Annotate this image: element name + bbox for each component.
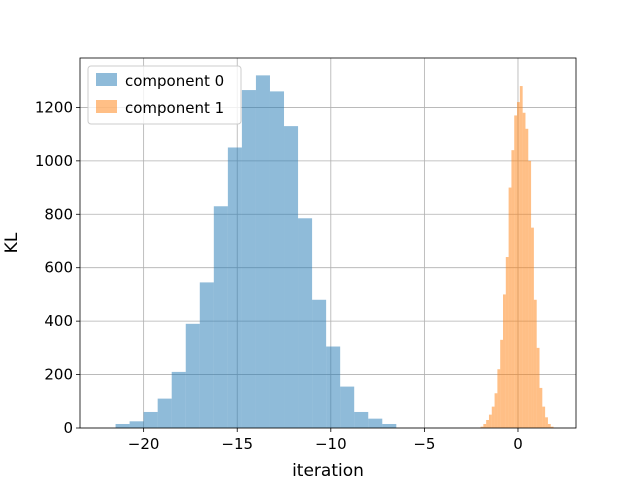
histogram-bar xyxy=(500,339,504,428)
histogram-bar xyxy=(497,369,501,428)
y-tick-label: 1000 xyxy=(35,152,73,170)
histogram-bar xyxy=(284,126,299,428)
histogram-bar xyxy=(519,86,523,429)
histogram-bars xyxy=(115,75,554,429)
x-tick-label: −5 xyxy=(413,435,435,453)
histogram-bar xyxy=(503,294,506,428)
y-axis-label: KL xyxy=(2,232,22,253)
histogram-bar xyxy=(340,386,355,428)
legend-label-component-1: component 1 xyxy=(125,99,224,117)
histogram-bar xyxy=(514,115,518,428)
histogram-bar xyxy=(528,160,532,428)
x-tick-label: 0 xyxy=(513,435,523,453)
histogram-bar xyxy=(491,406,495,428)
histogram-bar xyxy=(382,423,397,428)
x-tick-label: −20 xyxy=(128,435,160,453)
legend-swatch-component-0 xyxy=(96,73,117,86)
y-tick-label: 0 xyxy=(63,419,73,437)
histogram-bar xyxy=(545,417,548,428)
x-axis-ticks: −20 −15 −10 −5 0 xyxy=(128,428,523,453)
histogram-bar xyxy=(326,346,341,428)
histogram-bar xyxy=(525,128,529,428)
histogram-bar xyxy=(550,426,554,428)
y-tick-label: 800 xyxy=(44,205,73,223)
histogram-bar xyxy=(480,426,484,428)
histogram-bar xyxy=(483,423,487,428)
histogram-bar xyxy=(269,91,285,429)
histogram-bar xyxy=(143,411,158,428)
histogram-bar xyxy=(255,75,270,428)
histogram-bar xyxy=(199,282,214,428)
histogram-bar xyxy=(542,406,546,428)
histogram-bar xyxy=(241,90,256,428)
histogram-bar xyxy=(129,421,144,428)
x-axis-label: iteration xyxy=(292,461,364,480)
histogram-bar xyxy=(531,227,534,428)
histogram-bar xyxy=(354,411,369,428)
plot-frame xyxy=(79,57,577,429)
histogram-bar xyxy=(517,102,520,429)
legend: component 0 component 1 xyxy=(87,65,242,125)
x-tick-label: −10 xyxy=(315,435,347,453)
histogram-bar xyxy=(157,398,172,428)
y-axis-ticks: 0 200 400 600 800 1000 1200 xyxy=(35,98,80,437)
histogram-bar xyxy=(185,323,200,428)
histogram-bar xyxy=(115,423,130,428)
histogram-bar xyxy=(547,423,551,428)
histogram-bar xyxy=(486,419,489,428)
histogram-bar xyxy=(511,150,515,428)
legend-label-component-0: component 0 xyxy=(125,72,224,90)
histogram-bar xyxy=(368,418,383,428)
legend-swatch-component-1 xyxy=(96,100,117,113)
histogram-bar xyxy=(536,347,540,428)
histogram-bar xyxy=(539,387,543,428)
y-tick-label: 600 xyxy=(44,259,73,277)
histogram-bar xyxy=(494,393,498,428)
histogram-bar xyxy=(171,371,186,428)
y-tick-label: 200 xyxy=(44,366,73,384)
histogram-bar xyxy=(508,187,512,428)
histogram-bar xyxy=(488,414,492,428)
histogram-bar xyxy=(213,206,228,428)
x-tick-label: −15 xyxy=(221,435,253,453)
histogram-bar xyxy=(227,147,242,429)
histogram-bar xyxy=(312,299,327,428)
series-component-0 xyxy=(115,75,397,429)
histogram-bar xyxy=(505,257,509,428)
y-tick-label: 1200 xyxy=(35,98,73,116)
series-component-1 xyxy=(480,86,554,429)
histogram-bar xyxy=(298,218,313,428)
histogram-bar xyxy=(522,112,526,428)
legend-frame xyxy=(87,65,242,125)
histogram-bar xyxy=(533,299,537,428)
y-tick-label: 400 xyxy=(44,312,73,330)
